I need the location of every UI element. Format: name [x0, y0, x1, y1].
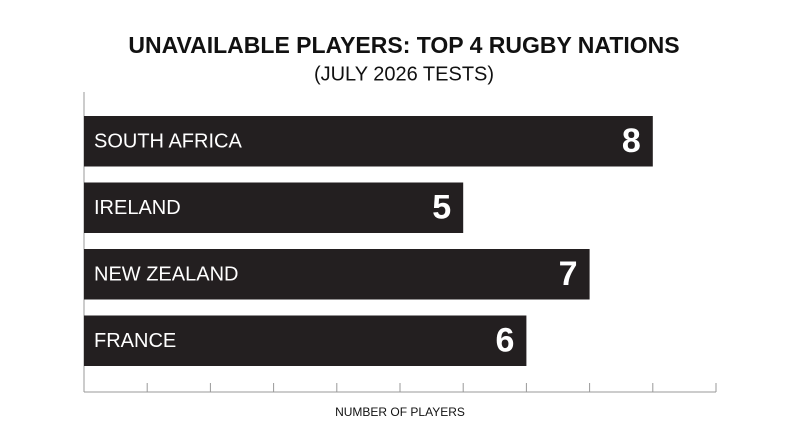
value-label: 6 — [495, 322, 514, 360]
bar — [84, 249, 590, 300]
category-label: FRANCE — [94, 330, 176, 352]
category-label: IRELAND — [94, 197, 181, 219]
bar — [84, 182, 464, 233]
value-label: 8 — [622, 122, 641, 160]
category-label: NEW ZEALAND — [94, 264, 238, 286]
value-label: 5 — [432, 189, 451, 227]
bar — [84, 116, 653, 167]
chart-subtitle: (JULY 2026 TESTS) — [314, 63, 494, 85]
bar — [84, 315, 527, 366]
chart-title: UNAVAILABLE PLAYERS: TOP 4 RUGBY NATIONS — [128, 32, 679, 58]
value-label: 7 — [559, 255, 578, 293]
category-label: SOUTH AFRICA — [94, 131, 242, 153]
x-axis-label: NUMBER OF PLAYERS — [335, 405, 465, 419]
